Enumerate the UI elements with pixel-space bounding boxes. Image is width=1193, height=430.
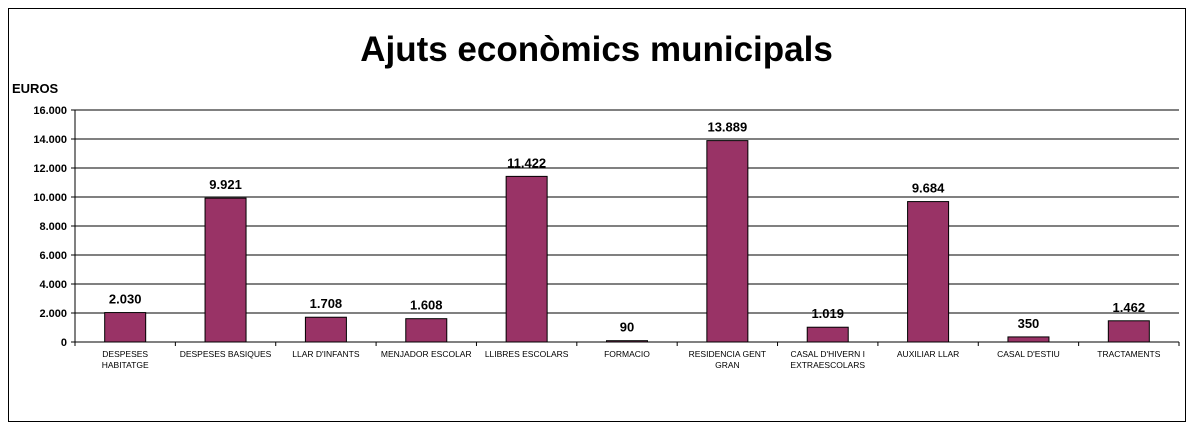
bar: [1107, 320, 1150, 343]
bar: [907, 201, 950, 343]
y-tick-labels: 0 2.000 4.000 6.000 8.000 10.000 12.000 14.000 1…: [33, 105, 75, 349]
y-tick-label: 14.000: [33, 134, 67, 146]
data-label: 1.462: [1113, 300, 1146, 315]
data-label: 1.708: [310, 296, 343, 311]
y-tick-label: 12.000: [33, 163, 67, 175]
x-tick-label: DESPESES: [102, 349, 148, 359]
chart-title: Ajuts econòmics municipals: [360, 30, 833, 69]
y-axis-label: EUROS: [12, 81, 59, 96]
data-label: 13.889: [707, 120, 747, 135]
chart-frame: [8, 8, 1186, 422]
x-tick-label: GRAN: [715, 360, 740, 370]
data-label: 1.608: [410, 298, 443, 313]
bar: [1007, 336, 1050, 343]
bar: [304, 316, 347, 343]
x-tick-label: CASAL D'ESTIU: [997, 349, 1060, 359]
y-tick-label: 8.000: [39, 221, 67, 233]
y-tick-label: 2.000: [39, 308, 67, 320]
y-tick-label: 16.000: [33, 105, 67, 117]
axes: [74, 110, 1179, 343]
data-label: 9.921: [209, 177, 242, 192]
bar: [204, 197, 247, 343]
y-tick-label: 10.000: [33, 192, 67, 204]
data-label: 9.684: [912, 181, 945, 196]
bar: [104, 312, 147, 343]
x-tick-label: EXTRAESCOLARS: [790, 360, 865, 370]
x-tick-label: LLAR D'INFANTS: [292, 349, 360, 359]
x-tick-label: HABITATGE: [102, 360, 149, 370]
data-labels: 2.030 9.921 1.708 1.608 11.422 90 13.889 1.019 9…: [109, 120, 1145, 335]
x-tick-label: FORMACIO: [604, 349, 650, 359]
x-tick-label: DESPESES BASIQUES: [180, 349, 272, 359]
gridlines: [75, 109, 1179, 314]
bar: [806, 326, 849, 343]
y-tick-label: 0: [61, 337, 67, 349]
data-label: 1.019: [811, 306, 844, 321]
x-tick-label: CASAL D'HIVERN I: [790, 349, 865, 359]
x-tick-label: MENJADOR ESCOLAR: [381, 349, 472, 359]
bars: [104, 140, 1150, 343]
data-label: 90: [620, 320, 634, 335]
bar: [706, 140, 749, 343]
y-tick-label: 4.000: [39, 279, 67, 291]
y-tick-label: 6.000: [39, 250, 67, 262]
x-tick-label: AUXILIAR LLAR: [897, 349, 959, 359]
data-label: 11.422: [507, 155, 546, 170]
bar: [505, 175, 548, 343]
data-label: 350: [1018, 316, 1040, 331]
x-tick-label: LLIBRES ESCOLARS: [485, 349, 569, 359]
data-label: 2.030: [109, 292, 142, 307]
bar: [405, 318, 448, 343]
x-tick-label: TRACTAMENTS: [1097, 349, 1160, 359]
x-tick-label: RESIDENCIA GENT: [689, 349, 766, 359]
